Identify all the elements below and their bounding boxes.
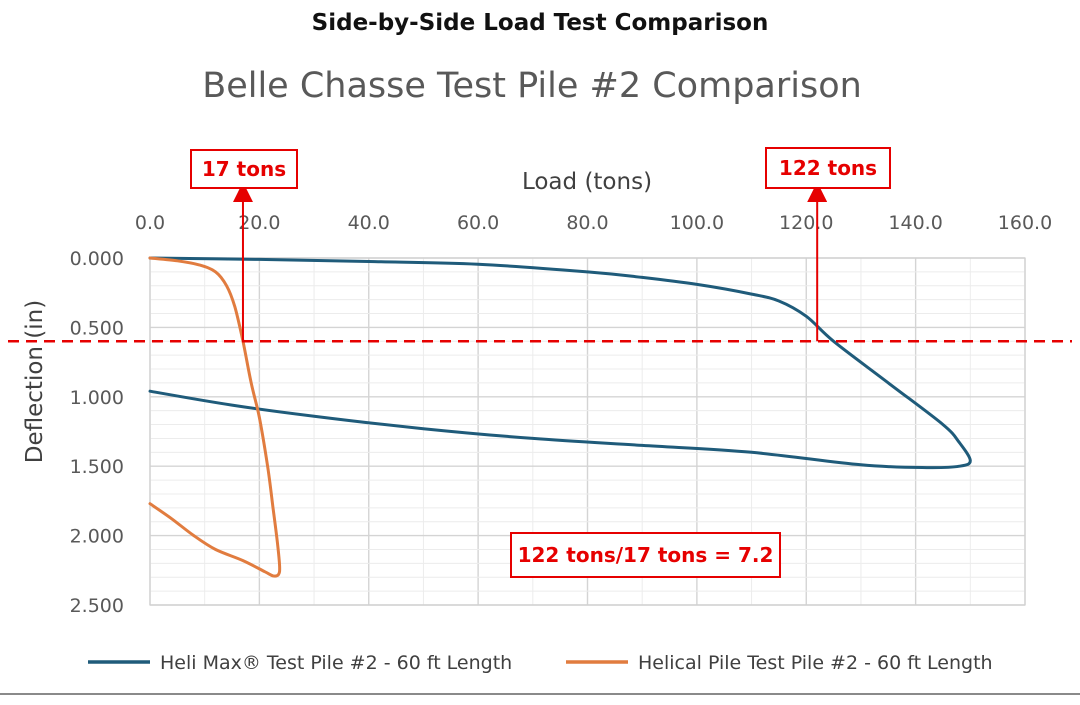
- y-axis-label: Deflection (in): [22, 300, 48, 463]
- annotation-label: 122 tons/17 tons = 7.2: [518, 543, 774, 567]
- annotation-box: [510, 532, 781, 578]
- y-tick-label: 0.500: [70, 317, 124, 339]
- x-tick-label: 160.0: [998, 212, 1052, 234]
- x-tick-label: 40.0: [348, 212, 390, 234]
- bottom-divider: [0, 693, 1080, 695]
- x-tick-label: 0.0: [135, 212, 165, 234]
- chart-title: Belle Chasse Test Pile #2 Comparison: [202, 66, 862, 106]
- annotation-label: 17 tons: [202, 157, 286, 181]
- annotation-layer: 17 tons 122 tons 122 tons/17 tons = 7.2: [8, 147, 1072, 578]
- legend-label-helical-pile: Helical Pile Test Pile #2 - 60 ft Length: [638, 652, 993, 674]
- y-tick-label: 0.000: [70, 248, 124, 270]
- series-layer: [148, 256, 972, 578]
- x-tick-label: 80.0: [566, 212, 608, 234]
- y-tick-label: 1.500: [70, 456, 124, 478]
- legend: Heli Max® Test Pile #2 - 60 ft Length Hel…: [88, 652, 993, 674]
- plot-border: [149, 257, 1026, 606]
- y-tick-labels: 0.000 0.500 1.000 1.500 2.000 2.500: [70, 248, 124, 617]
- y-tick-label: 2.500: [70, 595, 124, 617]
- y-tick-label: 1.000: [70, 387, 124, 409]
- annotation-label: 122 tons: [779, 156, 877, 180]
- x-tick-label: 20.0: [238, 212, 280, 234]
- annotation-box: [190, 149, 298, 189]
- x-tick-label: 100.0: [670, 212, 724, 234]
- x-tick-label: 120.0: [779, 212, 833, 234]
- heli-max-series-line: [148, 256, 972, 470]
- x-tick-labels: 0.0 20.0 40.0 60.0 80.0 100.0 120.0 140.0 160.0: [135, 212, 1052, 234]
- x-tick-label: 60.0: [457, 212, 499, 234]
- y-tick-label: 2.000: [70, 526, 124, 548]
- helical-pile-series-line: [148, 256, 282, 578]
- x-axis-label: Load (tons): [522, 169, 652, 195]
- x-tick-label: 140.0: [888, 212, 942, 234]
- page-title: Side-by-Side Load Test Comparison: [311, 10, 769, 36]
- annotation-box: [765, 147, 891, 189]
- legend-label-heli-max: Heli Max® Test Pile #2 - 60 ft Length: [160, 652, 512, 674]
